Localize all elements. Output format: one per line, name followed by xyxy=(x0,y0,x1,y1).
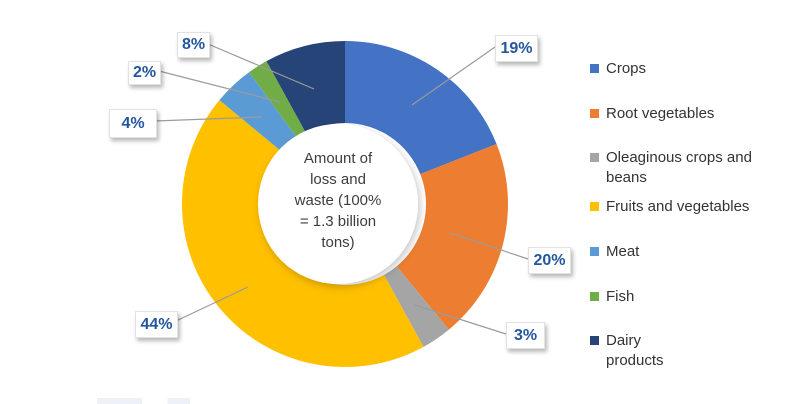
legend-label-fish: Fish xyxy=(606,288,635,305)
legend-swatch-crops xyxy=(590,64,599,73)
legend-swatch-meat xyxy=(590,247,599,256)
leader-lines xyxy=(154,43,529,335)
leader-line-fish xyxy=(158,70,281,103)
legend-swatch-oleaginous-crops-and-beans xyxy=(590,153,599,162)
chart-center-label: Amount of loss and waste (100% = 1.3 billio… xyxy=(250,148,426,253)
pie-slice-oleaginous-crops-and-beans xyxy=(384,266,449,347)
data-label-crops: 19% xyxy=(495,35,538,62)
pie-slice-fruits-and-vegetables xyxy=(182,100,424,368)
legend-item-dairy-products: Dairy products xyxy=(590,331,664,371)
leader-line-fruits-and-vegetables xyxy=(175,286,249,322)
chart-center-label-line: loss and xyxy=(310,171,366,188)
leader-line-crops xyxy=(411,46,496,106)
legend-item-root-vegetables: Root vegetables xyxy=(590,104,714,124)
legend-label-meat: Meat xyxy=(606,243,640,260)
pie-slice-fish xyxy=(249,61,306,139)
legend-swatch-fish xyxy=(590,292,599,301)
donut-hole xyxy=(258,124,418,284)
leader-line-oleaginous-crops-and-beans xyxy=(414,304,507,335)
pie-slice-dairy-products xyxy=(266,41,345,134)
leader-line-meat xyxy=(154,116,263,122)
leader-line-dairy-products xyxy=(207,43,315,90)
legend-item-crops: Crops xyxy=(590,59,646,79)
legend-label-oleaginous-crops-and-beans: Oleaginous crops and beans xyxy=(606,149,752,186)
chart-center-label-line: = 1.3 billion xyxy=(299,213,377,230)
legend-swatch-root-vegetables xyxy=(590,109,599,118)
data-label-fish: 2% xyxy=(128,61,161,85)
pie-slice-root-vegetables xyxy=(396,144,508,330)
data-label-meat: 4% xyxy=(109,109,157,138)
data-label-dairy-products: 8% xyxy=(177,32,210,58)
chart-center-label-line: waste (100% xyxy=(294,192,382,209)
legend-label-crops: Crops xyxy=(606,60,647,77)
legend-label-dairy-products: Dairy products xyxy=(606,332,664,369)
legend-swatch-dairy-products xyxy=(590,336,599,345)
legend-item-fruits-and-vegetables: Fruits and vegetables xyxy=(590,197,749,217)
legend-item-meat: Meat xyxy=(590,242,639,262)
legend-label-root-vegetables: Root vegetables xyxy=(606,105,715,122)
pie-slice-meat xyxy=(219,72,298,153)
cropped-text-artifact xyxy=(97,398,257,404)
legend-swatch-fruits-and-vegetables xyxy=(590,202,599,211)
pie-slice-crops xyxy=(345,41,497,175)
legend-label-fruits-and-vegetables: Fruits and vegetables xyxy=(606,198,750,215)
legend-item-oleaginous-crops-and-beans: Oleaginous crops and beans xyxy=(590,148,752,188)
leader-line-root-vegetables xyxy=(449,232,529,260)
pie-slices xyxy=(182,41,508,368)
data-label-fruits-and-vegetables: 44% xyxy=(135,311,178,338)
data-label-oleaginous-crops-and-beans: 3% xyxy=(506,322,545,349)
chart-center-label-line: Amount of xyxy=(303,150,373,167)
chart-center-label-line: tons) xyxy=(321,234,355,251)
legend-item-fish: Fish xyxy=(590,287,634,307)
data-label-root-vegetables: 20% xyxy=(528,247,571,274)
